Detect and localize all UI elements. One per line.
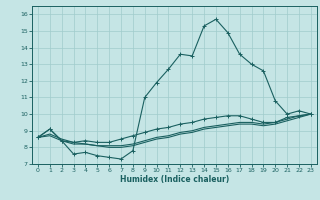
X-axis label: Humidex (Indice chaleur): Humidex (Indice chaleur) bbox=[120, 175, 229, 184]
